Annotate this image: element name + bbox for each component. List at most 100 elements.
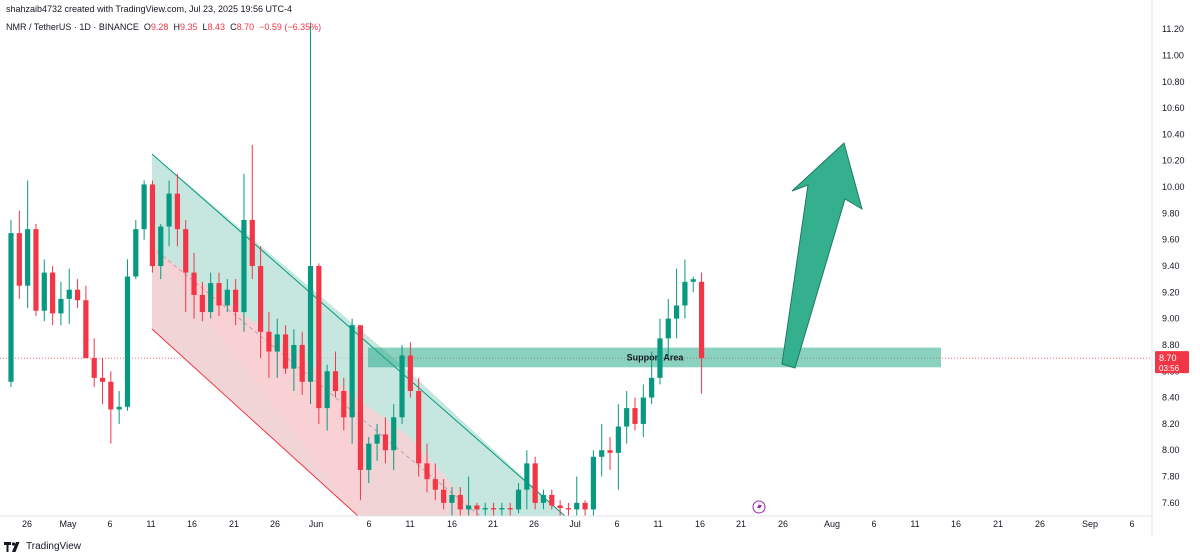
candle [50, 266, 56, 326]
candle-body [316, 266, 322, 409]
chart-credit: shahzaib4732 created with TradingView.co… [6, 4, 293, 14]
y-tick-label: 10.00 [1162, 182, 1185, 192]
candle-body [507, 508, 513, 510]
candle-body [266, 331, 272, 352]
high-label: H [173, 22, 180, 32]
candle-body [299, 344, 305, 382]
x-tick-label: 16 [187, 519, 197, 529]
candle [149, 180, 156, 273]
candle [258, 246, 264, 359]
event-marker-icon [752, 500, 766, 514]
x-tick-label: Sep [1082, 519, 1098, 529]
candle [515, 483, 522, 514]
candle-body [490, 508, 497, 510]
candle-body [432, 479, 438, 490]
candle [507, 502, 513, 516]
candle-body [690, 279, 696, 282]
candle-body [366, 443, 372, 470]
candle-body [25, 229, 31, 286]
x-tick-label: 6 [1129, 519, 1134, 529]
candle-body [441, 489, 447, 503]
symbol-legend: NMR / TetherUS · 1D · BINANCE O9.28 H9.3… [6, 22, 321, 32]
candle [191, 252, 197, 319]
candle [307, 22, 314, 405]
candle [532, 456, 538, 510]
y-tick-label: 9.00 [1162, 314, 1180, 324]
candle [316, 263, 322, 424]
candle [624, 391, 630, 444]
candle [349, 318, 355, 444]
candle-body [574, 502, 580, 510]
candle [341, 377, 347, 431]
x-tick-label: May [59, 519, 77, 529]
x-tick-label: 6 [614, 519, 619, 529]
tradingview-logo-icon [4, 541, 20, 552]
candle-body [474, 505, 480, 510]
close-label: C [230, 22, 237, 32]
change-value: −0.59 (−6.35%) [259, 22, 322, 32]
candle-body [66, 289, 72, 299]
candle-body [457, 494, 463, 510]
candle-body [391, 417, 397, 451]
y-tick-label: 10.20 [1162, 156, 1185, 166]
y-tick-label: 8.40 [1162, 393, 1180, 403]
candle-body [124, 276, 131, 407]
x-tick-label: 11 [146, 519, 155, 529]
open-value: 9.28 [150, 22, 169, 32]
y-tick-label: 8.20 [1162, 419, 1180, 429]
candle-body [349, 325, 355, 418]
x-tick-label: 21 [229, 519, 239, 529]
y-tick-label: 10.80 [1162, 77, 1185, 87]
candle [8, 219, 14, 388]
candle-body [482, 508, 488, 510]
candle-body [133, 229, 139, 277]
x-tick-label: 26 [1035, 519, 1045, 529]
candle [332, 351, 339, 398]
candle-body [233, 289, 239, 313]
support-area-label: Support Area [627, 352, 685, 362]
candle-body [607, 450, 613, 453]
candle-body [698, 281, 705, 359]
candle [499, 502, 505, 516]
candle [424, 443, 430, 493]
candle-body [590, 456, 596, 510]
low-label: L [202, 22, 208, 32]
candle [524, 450, 530, 510]
candle-body [258, 266, 264, 332]
candle [208, 272, 214, 319]
candle-body [466, 505, 472, 510]
candle [141, 180, 147, 240]
x-tick-label: 11 [910, 519, 919, 529]
candle [249, 144, 255, 280]
candle [457, 487, 463, 516]
candle [391, 404, 397, 470]
candle [133, 219, 139, 280]
time-axis: 26 May 6 11 16 21 26 Jun 6 11 16 21 26 Jul 6 11 16 21 26 Au… [0, 515, 1152, 529]
price-axis: 11.20 11.00 10.80 10.60 10.40 10.20 10.00 9.80 9… [1151, 0, 1189, 536]
candle-body [424, 463, 430, 480]
candle-body [416, 391, 422, 464]
candle [615, 404, 621, 490]
candle [582, 500, 588, 516]
symbol-name[interactable]: NMR / TetherUS · 1D · BINANCE [6, 22, 139, 32]
candle [382, 417, 388, 464]
candle [549, 489, 555, 510]
candle-body [649, 377, 655, 398]
candle [690, 276, 696, 293]
candle-body [224, 289, 230, 306]
candle-body [216, 283, 222, 306]
countdown-label: 03:56 [1159, 364, 1180, 373]
candle [416, 377, 422, 477]
close-value: 8.70 [236, 22, 255, 32]
footer-brand[interactable]: TradingView [4, 541, 81, 552]
candle [665, 298, 671, 359]
candle [674, 268, 680, 339]
projection-arrow-shape [781, 142, 863, 369]
candle [649, 351, 655, 405]
candle [108, 371, 114, 444]
candle [74, 279, 81, 309]
candle [540, 489, 547, 510]
x-tick-label: 16 [951, 519, 961, 529]
candle [640, 384, 646, 438]
